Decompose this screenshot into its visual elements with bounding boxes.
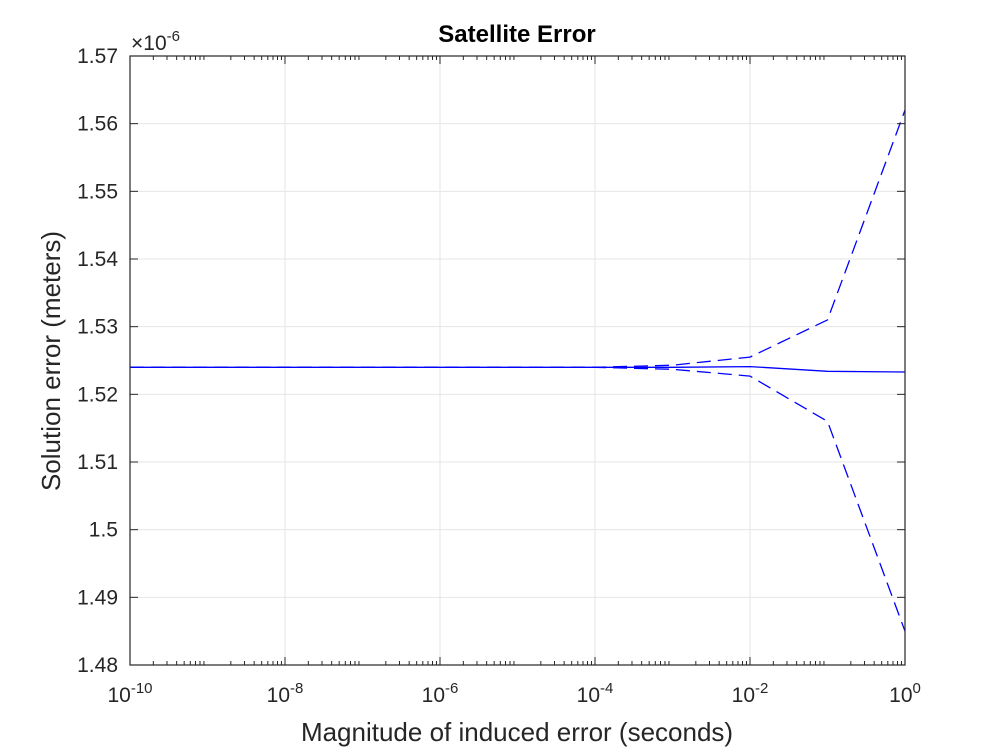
x-tick-exponent: -10 [131, 680, 153, 697]
y-multiplier: ×10-6 [131, 28, 180, 55]
x-tick-base: 10 [422, 684, 445, 707]
y-tick-label: 1.5 [89, 519, 118, 542]
y-tick-label: 1.51 [77, 451, 118, 474]
x-tick-base: 10 [577, 684, 600, 707]
x-tick-label: 10-4 [577, 680, 614, 707]
x-tick-label: 10-2 [732, 680, 769, 707]
x-tick-labels: 10-10 10-8 10-6 10-4 10-2 100 [107, 680, 920, 707]
y-tick-label: 1.52 [77, 383, 118, 406]
series-line-3 [130, 366, 906, 632]
y-tick-label: 1.55 [77, 180, 118, 203]
x-tick-base: 10 [267, 684, 290, 707]
chart-title: Satellite Error [438, 21, 595, 48]
x-tick-exponent: -4 [600, 680, 613, 697]
x-tick-base: 10 [889, 684, 912, 707]
y-tick-label: 1.49 [77, 586, 118, 609]
x-tick-label: 10-8 [267, 680, 304, 707]
y-tick-label: 1.53 [77, 316, 118, 339]
x-tick-exponent: 0 [913, 680, 921, 697]
x-axis-label: Magnitude of induced error (seconds) [301, 717, 733, 747]
x-tick-label: 10-10 [107, 680, 152, 707]
x-tick-base: 10 [107, 684, 130, 707]
y-tick-label: 1.54 [77, 248, 118, 271]
series-lines [130, 109, 906, 632]
x-tick-exponent: -6 [445, 680, 458, 697]
x-tick-label: 10-6 [422, 680, 459, 707]
y-multiplier-base: ×10 [131, 32, 167, 55]
x-tick-base: 10 [732, 684, 755, 707]
x-tick-exponent: -8 [290, 680, 303, 697]
y-axis-label: Solution error (meters) [36, 231, 66, 491]
y-tick-labels: 1.48 1.49 1.5 1.51 1.52 1.53 1.54 1.55 1.56 1.57 [77, 45, 118, 677]
y-multiplier-exponent: -6 [167, 28, 180, 45]
x-tick-exponent: -2 [755, 680, 768, 697]
plot-frame [129, 55, 906, 666]
y-tick-label: 1.48 [77, 654, 118, 677]
x-tick-label: 100 [889, 680, 921, 707]
tick-marks [129, 55, 906, 666]
y-tick-label: 1.56 [77, 113, 118, 136]
y-tick-label: 1.57 [77, 45, 118, 68]
